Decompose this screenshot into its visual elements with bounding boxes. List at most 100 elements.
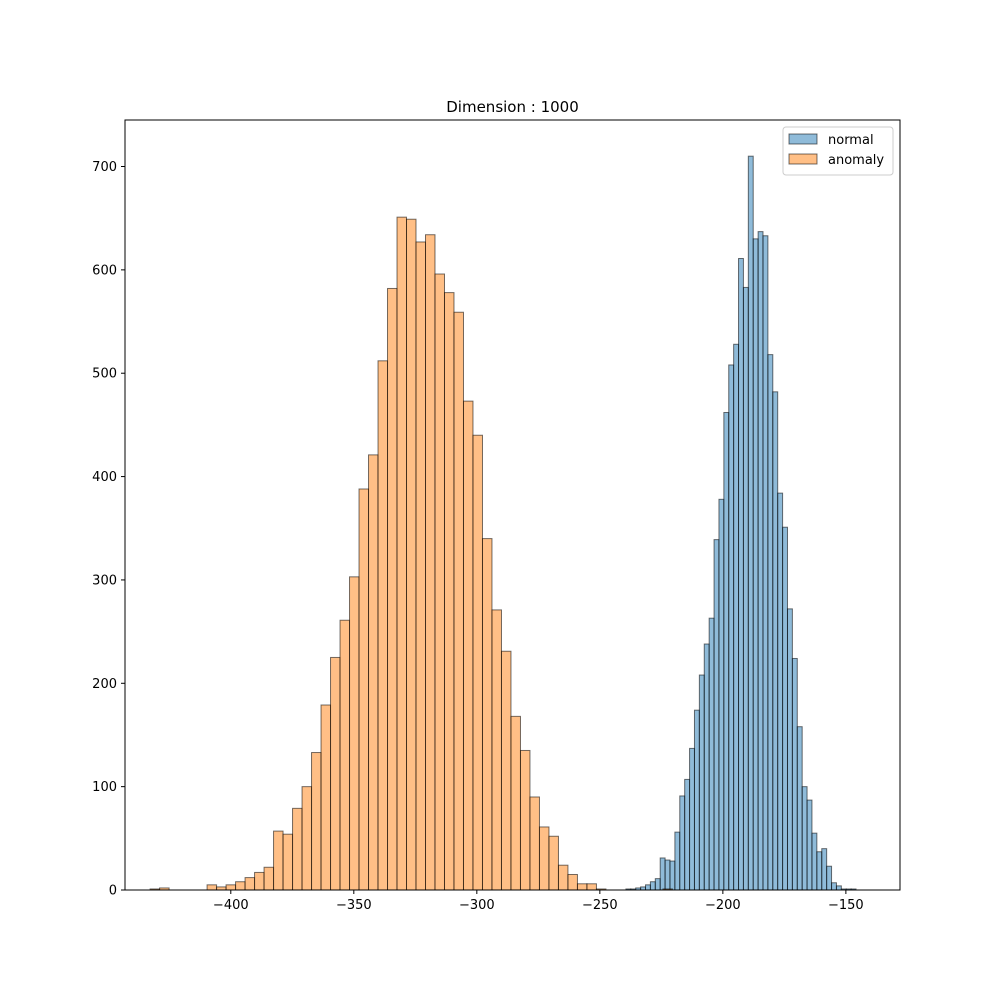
bar-normal [796, 726, 803, 891]
y-tick-label: 0 [109, 884, 117, 899]
bar-anomaly [500, 650, 512, 891]
bar-anomaly [349, 576, 360, 891]
bar-anomaly [387, 287, 398, 891]
bar-anomaly [263, 866, 275, 891]
bar-normal [821, 848, 828, 891]
bar-normal [757, 231, 764, 891]
bar-normal [782, 526, 788, 891]
bar-anomaly [273, 830, 284, 891]
bar-normal [738, 257, 744, 891]
bar-normal [669, 860, 676, 891]
bar-normal [713, 539, 720, 891]
bar-normal [733, 343, 740, 891]
bar-anomaly [396, 216, 408, 891]
bar-normal [811, 832, 818, 891]
bar-normal [649, 881, 656, 891]
bar-normal [816, 851, 823, 891]
bar-normal [689, 747, 695, 891]
bar-anomaly [225, 884, 237, 891]
bar-anomaly [548, 835, 559, 891]
bar-normal [826, 865, 833, 891]
y-tick-label: 500 [92, 367, 117, 382]
bar-anomaly [415, 241, 427, 891]
x-tick-label: −150 [828, 898, 864, 913]
legend-swatch-normal [788, 133, 818, 145]
bar-anomaly [377, 360, 389, 891]
bar-normal [791, 657, 798, 891]
bar-anomaly [301, 786, 313, 891]
bar-normal [772, 391, 779, 891]
x-tick-label: −250 [582, 898, 618, 913]
bar-anomaly [406, 218, 417, 891]
bar-anomaly [538, 826, 550, 891]
legend-label-normal: normal [828, 133, 874, 148]
bar-anomaly [567, 873, 578, 891]
x-tick-label: −300 [459, 898, 495, 913]
x-axis: −400 −350 −300 −250 −200 −150 [213, 890, 864, 913]
bar-anomaly [443, 292, 455, 891]
legend: normal anomaly [782, 126, 894, 176]
bar-anomaly [368, 454, 379, 891]
bar-anomaly [529, 796, 540, 891]
bar-anomaly [254, 871, 265, 891]
bar-normal [777, 492, 784, 891]
bar-normal [679, 795, 686, 891]
bar-normal [801, 786, 808, 891]
bar-normal [742, 286, 749, 891]
bar-normal [684, 778, 691, 891]
bar-anomaly [510, 715, 521, 891]
bar-anomaly [481, 538, 493, 891]
bar-normal [728, 364, 735, 891]
y-tick-label: 200 [92, 677, 117, 692]
bar-normal [674, 831, 681, 891]
y-tick-label: 600 [92, 263, 117, 278]
bar-anomaly [330, 656, 341, 891]
bar-anomaly [320, 704, 332, 891]
bar-anomaly [491, 609, 502, 891]
bar-normal [752, 238, 759, 891]
y-tick-label: 400 [92, 470, 117, 485]
bar-normal [762, 235, 769, 891]
bar-anomaly [453, 311, 464, 891]
bar-anomaly [292, 807, 303, 891]
bar-normal [698, 674, 705, 891]
legend-label-anomaly: anomaly [828, 153, 884, 168]
y-tick-label: 700 [92, 160, 117, 175]
bar-anomaly [472, 434, 483, 891]
bar-normal [786, 608, 793, 891]
bar-anomaly [586, 883, 597, 891]
bar-normal [693, 709, 700, 891]
y-axis: 0 100 200 300 400 500 600 700 [92, 160, 125, 899]
bar-normal [708, 617, 715, 891]
bar-anomaly [235, 881, 246, 891]
bar-anomaly [425, 234, 436, 891]
bar-normal [664, 859, 671, 891]
bar-normal [659, 857, 666, 891]
bar-anomaly [434, 273, 445, 891]
bar-normal [703, 643, 710, 891]
bar-normal [747, 155, 754, 891]
bar-normal [831, 882, 837, 891]
x-tick-label: −400 [213, 898, 249, 913]
bar-anomaly [519, 749, 531, 891]
bar-anomaly [206, 884, 218, 891]
plot-frame [124, 119, 901, 891]
y-tick-label: 300 [92, 573, 117, 588]
bar-anomaly [462, 400, 474, 891]
bar-normal [718, 498, 725, 891]
x-tick-label: −200 [705, 898, 741, 913]
bar-normal [645, 884, 651, 891]
bar-anomaly [557, 864, 569, 891]
bar-anomaly [339, 619, 351, 891]
y-tick-label: 100 [92, 780, 117, 795]
bar-anomaly [358, 488, 370, 891]
bar-normal [806, 799, 813, 891]
bar-anomaly [576, 883, 588, 891]
bar-normal [654, 878, 661, 891]
bar-anomaly [311, 752, 322, 891]
legend-swatch-anomaly [788, 153, 818, 165]
bar-normal [723, 411, 730, 891]
bar-anomaly [282, 833, 294, 891]
bar-normal [767, 354, 774, 891]
